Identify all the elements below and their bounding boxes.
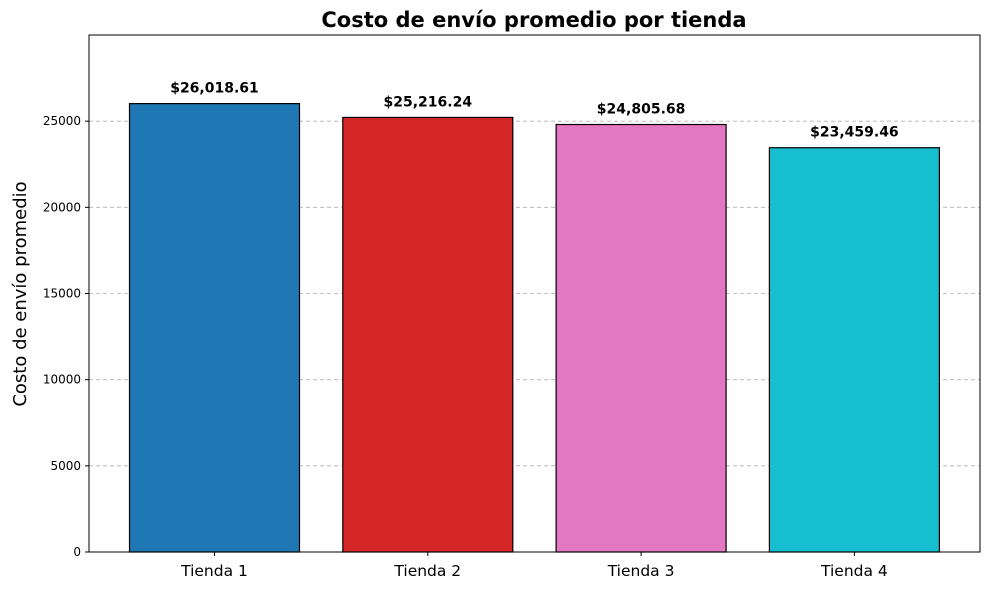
data-label: $24,805.68 [597, 102, 686, 118]
bar [342, 116, 514, 553]
bar [555, 123, 727, 553]
y-axis-label: Costo de envío promedio [10, 181, 31, 406]
chart-title: Costo de envío promedio por tienda [321, 8, 746, 32]
x-tick-label: Tienda 2 [393, 562, 461, 580]
y-tick-label: 5000 [50, 459, 81, 473]
x-axis-ticks: Tienda 1 Tienda 2 Tienda 3 Tienda 4 [180, 552, 888, 580]
y-tick-label: 10000 [43, 373, 81, 387]
x-tick-label: Tienda 3 [607, 562, 675, 580]
bars [128, 103, 941, 553]
data-label: $25,216.24 [384, 94, 473, 110]
x-tick-label: Tienda 1 [180, 562, 248, 580]
y-axis-ticks: 0 5000 10000 15000 20000 25000 [43, 114, 89, 559]
y-tick-label: 20000 [43, 200, 81, 214]
y-tick-label: 15000 [43, 287, 81, 301]
x-tick-label: Tienda 4 [820, 562, 888, 580]
y-tick-label: 25000 [43, 114, 81, 128]
data-label: $26,018.61 [170, 81, 259, 97]
data-labels: $26,018.61 $25,216.24 $24,805.68 $23,459.46 [170, 81, 898, 141]
bar [128, 103, 301, 553]
data-label: $23,459.46 [810, 125, 899, 141]
plot-frame [88, 34, 981, 553]
y-tick-label: 0 [73, 545, 81, 559]
bar [768, 147, 941, 553]
